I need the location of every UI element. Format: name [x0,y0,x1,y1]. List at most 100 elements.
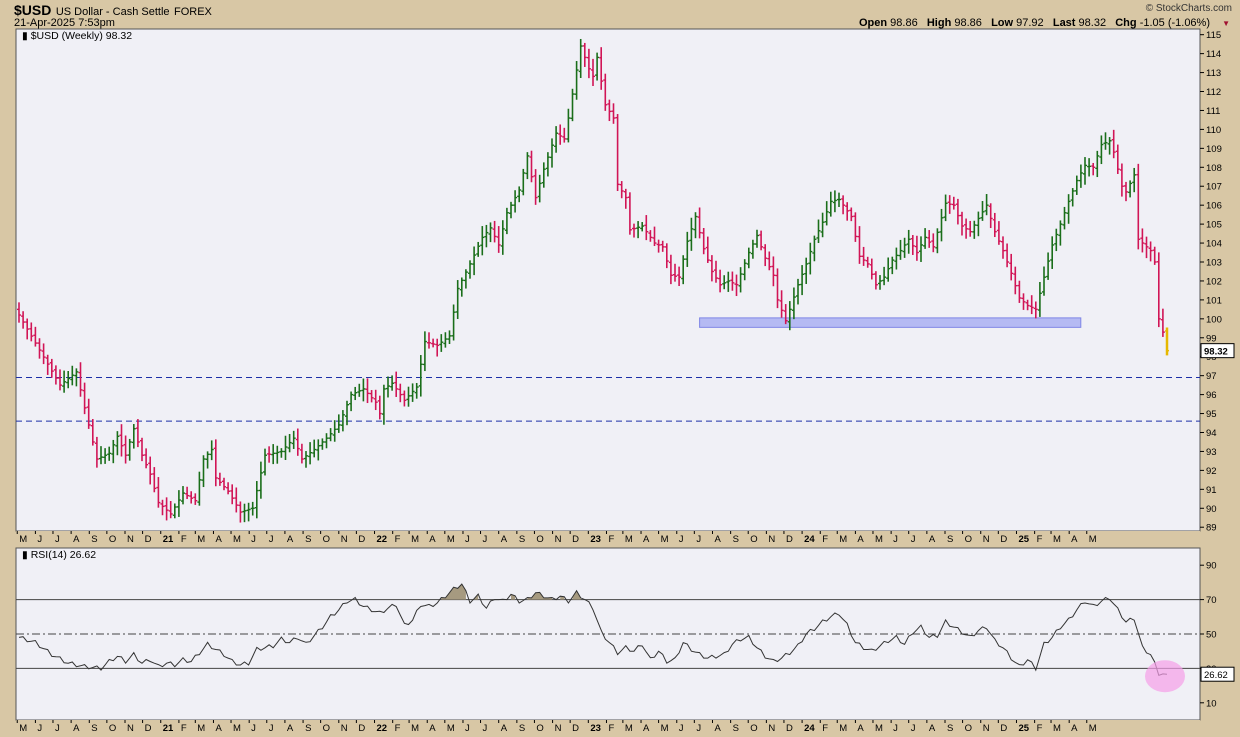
rsi-x-tick-label: D [1000,723,1007,734]
ohlc-bar [365,378,370,404]
rsi-x-tick-label: M [1053,723,1061,734]
ohlc-bar [49,358,54,378]
rsi-x-tick-label: M [875,723,883,734]
ohlc-bar [1058,220,1063,246]
ohlc-bar [529,150,534,183]
ohlc-bar [865,256,870,268]
ohlc-bar [312,439,317,458]
price-y-tick-label: 95 [1206,409,1217,420]
price-x-tick-label: S [305,534,311,545]
ohlc-bar [873,271,878,290]
ohlc-bar [29,322,34,342]
rsi-x-tick-label: N [555,723,562,734]
ohlc-bar [246,502,251,522]
ohlc-bar [78,362,83,397]
ohlc-bar [746,247,751,269]
ohlc-bar [386,376,390,398]
price-y-tick-label: 91 [1206,485,1217,496]
ohlc-bar [623,188,628,209]
rsi-x-tick-label: A [73,723,80,734]
ohlc-bar [1111,129,1116,159]
ohlc-bar [377,395,382,420]
ohlc-bar [279,448,284,458]
price-x-tick-label: 21 [163,534,174,545]
ohlc-bar [537,174,542,203]
ohlc-bar [509,201,513,219]
ohlc-bar [238,501,243,523]
ohlc-bar [783,304,788,325]
price-x-tick-label: M [875,534,883,545]
ohlc-bar [349,391,354,412]
ohlc-bar [521,168,526,196]
rsi-x-tick-label: S [519,723,525,734]
rsi-x-tick-label: O [965,723,972,734]
ohlc-bar [742,259,747,281]
ohlc-bar [796,278,800,305]
quote-summary: Open 98.86 High 98.86 Low 97.92 Last 98.… [859,17,1210,29]
price-x-tick-label: A [501,534,508,545]
ohlc-bar [275,445,280,464]
rsi-y-tick-label: 10 [1206,698,1217,709]
ohlc-bar [763,244,768,267]
ohlc-bar [668,254,673,285]
rsi-x-tick-label: D [358,723,365,734]
ohlc-bar [164,497,169,521]
price-y-tick-label: 97 [1206,371,1217,382]
price-x-tick-label: N [127,534,134,545]
price-y-tick-label: 96 [1206,390,1217,401]
ohlc-bar [685,231,690,267]
ohlc-bar [1046,252,1051,280]
price-x-tick-label: J [465,534,470,545]
ohlc-bar [406,386,411,407]
rsi-x-tick-label: F [608,723,614,734]
ohlc-bar [550,138,554,168]
ohlc-bar [205,451,210,469]
rsi-x-tick-label: 23 [590,723,601,734]
ohlc-bar [316,439,321,461]
price-x-tick-label: O [965,534,972,545]
ohlc-bar [304,451,308,468]
ohlc-bar [767,251,772,271]
ohlc-bar [193,493,198,505]
ohlc-bar [791,287,796,320]
ohlc-bar [357,383,362,397]
price-y-tick-label: 94 [1206,428,1217,439]
ohlc-bar [1132,167,1137,193]
rsi-x-tick-label: J [465,723,470,734]
ohlc-bar [771,256,776,287]
ohlc-bar [1001,236,1005,259]
rsi-x-tick-label: 25 [1018,723,1029,734]
ohlc-bar [1156,252,1161,328]
ohlc-bar [324,433,329,449]
ohlc-bar [513,190,518,213]
price-x-tick-label: F [395,534,401,545]
rsi-x-tick-label: M [661,723,669,734]
ohlc-bar [943,194,948,222]
rsi-x-tick-label: F [822,723,828,734]
price-x-tick-label: J [483,534,488,545]
ohlc-bar [414,382,419,399]
rsi-x-tick-label: F [395,723,401,734]
ohlc-bar [619,181,624,199]
ohlc-bar [1160,308,1165,337]
ohlc-bar [750,239,755,259]
ohlc-bar [648,230,653,242]
ohlc-bar [373,389,378,411]
ohlc-bar [353,386,358,401]
ohlc-bar [849,207,854,222]
ohlc-bar [115,431,120,456]
price-x-tick-label: A [857,534,864,545]
ohlc-bar [705,236,710,263]
ohlc-bar [1119,163,1124,197]
ohlc-bar [636,221,641,239]
ohlc-bar [1066,194,1071,224]
ohlc-bar [591,58,595,87]
ohlc-bar [197,471,202,506]
price-x-tick-label: A [215,534,222,545]
rsi-y-tick-label: 70 [1206,595,1217,606]
price-x-tick-label: J [893,534,898,545]
down-triangle-icon: ▼ [1222,19,1230,28]
ohlc-bar [955,198,960,225]
rsi-x-tick-label: N [341,723,348,734]
ohlc-bar [70,365,75,386]
